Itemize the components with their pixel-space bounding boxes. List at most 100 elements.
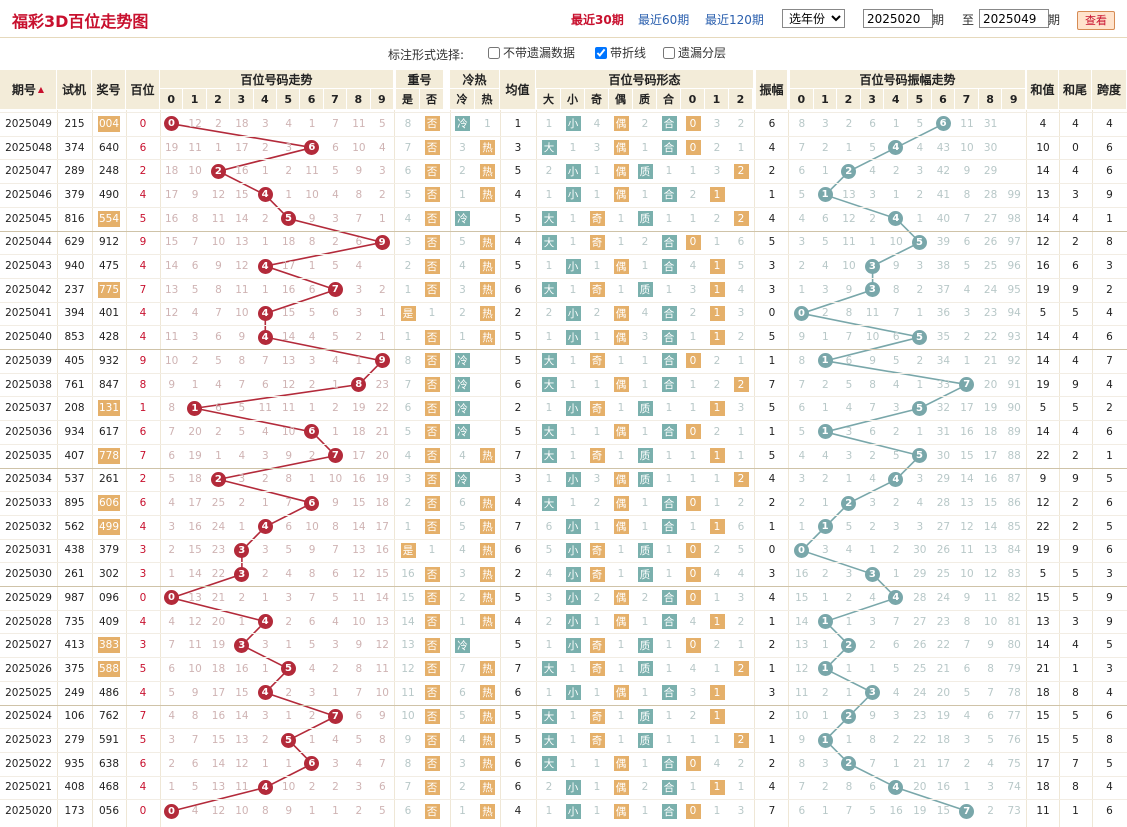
trend-miss: 1 [285,639,293,652]
trend-miss: 1 [285,188,293,201]
trend-miss: 10 [282,425,296,438]
amp-miss: 11 [960,544,974,557]
trend-miss: 20 [375,449,389,462]
sum-cell: 13 [1036,188,1050,201]
form-composite-cell: 1 [665,449,673,462]
form-prime-cell: 质 [633,444,657,468]
tail-cell: 5 [1072,307,1079,320]
tail-cell: 8 [1072,686,1079,699]
trend-miss: 12 [235,757,249,770]
sum-cell: 12 [1036,236,1050,249]
cold-cell: 1 [459,615,466,628]
prize-value: 932 [98,354,120,367]
hot-badge: 热 [480,614,495,630]
prize-value: 588 [98,660,120,677]
sort-updown-icon[interactable]: ▲ [37,85,45,94]
form-mod-cell: 3 [737,591,745,604]
period-link-60[interactable]: 最近60期 [638,13,690,27]
form-composite-cell: 1 [665,544,673,557]
prize-value: 468 [98,781,120,794]
repeat-no-badge: 否 [424,282,440,298]
form-big-badge: 大 [541,282,557,298]
trend-miss: 1 [355,354,363,367]
amp-miss: 5 [869,141,876,154]
issue-cell: 2025025 [5,686,52,699]
option-polyline-checkbox[interactable] [595,46,607,59]
query-button[interactable]: 查看 [1077,11,1115,30]
year-select[interactable]: 选年份 [782,9,845,28]
form-big-cell: 1 [545,260,553,273]
amp-miss: 3 [916,165,924,178]
form-mod-badge: 0 [685,495,701,511]
amp-cell: 3 [768,568,776,581]
trend-miss: 23 [375,378,389,391]
amp-miss: 7 [869,402,876,415]
trend-miss: 17 [188,497,202,510]
prize-value: 640 [98,141,120,154]
amp-miss: 20 [936,686,951,699]
option-polyline[interactable]: 带折线 [595,44,646,61]
form-small-badge: 小 [565,163,581,179]
form-small-cell: 小 [561,183,585,207]
cold-cell: 5 [459,236,466,249]
trend-ball: 6 [304,140,320,156]
form-mod-badge: 1 [709,448,725,464]
amp-cell: 5 [768,402,776,415]
period-link-120[interactable]: 最近120期 [705,13,764,27]
cold-cell: 冷 [450,112,475,136]
prize-value: 554 [98,210,120,227]
issue-cell: 2025027 [5,639,52,652]
repeat-yes-cell: 16 [401,568,415,581]
amp-miss: 3 [822,283,829,296]
avg-cell: 5 [514,734,522,747]
amp-miss: 5 [798,425,806,438]
form-mod-cell: 1 [705,681,729,705]
form-odd-cell: 1 [593,757,601,770]
form-composite-cell: 1 [665,639,673,652]
repeat-yes-cell: 11 [401,686,415,699]
form-mod-cell: 1 [713,805,721,818]
cold-badge: 冷 [455,637,470,653]
from-period-input[interactable] [863,9,933,28]
trend-miss: 7 [191,734,199,747]
form-odd-cell: 1 [593,260,601,273]
form-mod-cell: 3 [737,307,745,320]
form-mod-badge: 0 [685,234,701,250]
period-link-30[interactable]: 最近30期 [571,13,624,27]
repeat-no-cell: 1 [428,544,436,557]
form-composite-cell: 合 [657,325,681,349]
form-mod-badge: 1 [709,400,725,416]
option-no-miss-checkbox[interactable] [488,46,500,59]
option-layered[interactable]: 遗漏分层 [663,44,726,61]
repeat-yes-cell: 8 [404,757,412,770]
amp-miss: 9 [845,283,853,296]
form-small-badge: 小 [565,305,581,321]
option-layered-checkbox[interactable] [663,46,675,59]
form-mod-badge: 0 [685,756,701,772]
amp-miss: 2 [892,425,900,438]
avg-cell: 6 [514,544,522,557]
amp-ball: 7 [959,377,975,393]
repeat-no-cell: 否 [420,633,444,657]
amp-ball: 1 [817,187,833,203]
avg-cell: 2 [514,402,522,415]
tail-cell: 4 [1072,212,1079,225]
amp-miss: 97 [1007,236,1021,249]
repeat-no-cell: 否 [420,420,444,444]
column-divider [1059,110,1060,827]
amp-miss: 2 [869,520,876,533]
tail-cell: 2 [1072,497,1079,510]
amp-miss: 2 [798,260,806,273]
repeat-no-cell: 否 [420,610,444,634]
trend-miss: 22 [211,568,226,581]
option-no-miss[interactable]: 不带遗漏数据 [488,44,575,61]
prize-cell: 261 [92,468,126,492]
to-period-input[interactable] [979,9,1049,28]
form-small-cell: 小 [561,586,585,610]
form-even-badge: 偶 [613,163,629,179]
amp-miss: 20 [913,781,927,794]
prize-cell: 640 [92,136,126,160]
repeat-no-cell: 1 [428,307,436,320]
form-mod-cell: 1 [737,354,745,367]
form-odd-cell: 2 [593,307,601,320]
